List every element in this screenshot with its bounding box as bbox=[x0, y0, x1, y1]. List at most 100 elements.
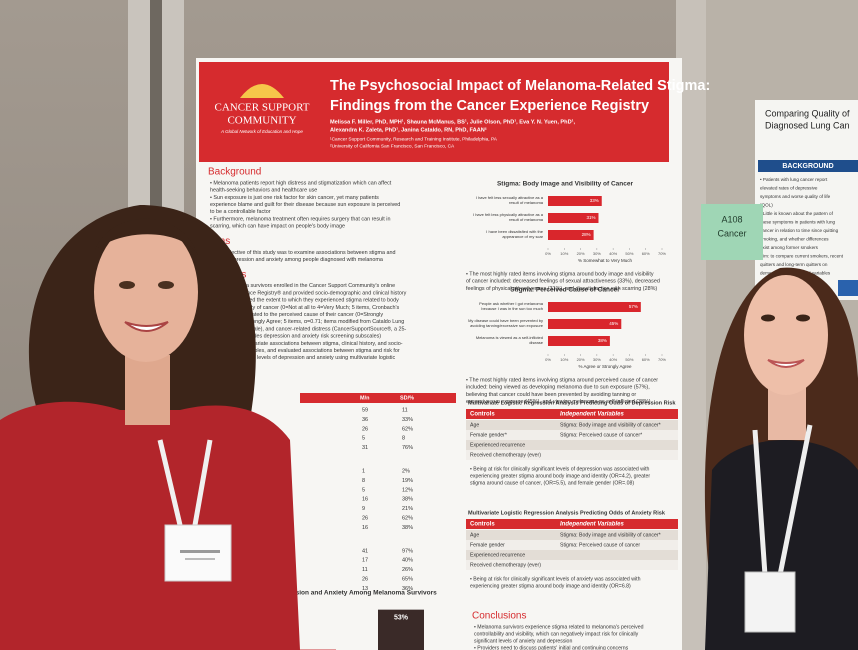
table-cell: Stigma: Body image and visibility of can… bbox=[560, 422, 661, 428]
side-poster-title: Diagnosed Lung Can bbox=[765, 120, 850, 130]
stats-cell: 17 bbox=[362, 558, 368, 564]
stats-cell: 41 bbox=[362, 548, 368, 554]
affiliation: ²University of California San Francisco,… bbox=[330, 143, 455, 149]
stats-cell: 5 bbox=[362, 436, 365, 442]
stats-cell: 38% bbox=[402, 497, 413, 503]
x-tick-label: 40% bbox=[609, 251, 617, 256]
stats-cell: 26 bbox=[362, 515, 368, 521]
x-tick-label: 20% bbox=[577, 357, 585, 362]
stats-cell: 11 bbox=[362, 567, 368, 573]
x-tick-label: 30% bbox=[593, 251, 601, 256]
bar bbox=[548, 213, 599, 223]
stats-cell: 12% bbox=[402, 487, 413, 493]
bar-label: avoiding tanning/excessive sun exposure bbox=[470, 323, 544, 328]
lanyard bbox=[752, 424, 813, 576]
section-text: • The objective of this study was to exa… bbox=[210, 250, 395, 256]
stats-cell: 26 bbox=[362, 576, 368, 582]
section-text: risk for depression and anxiety among pe… bbox=[210, 257, 383, 263]
x-tick-label: 70% bbox=[658, 251, 666, 256]
bar bbox=[548, 230, 594, 240]
x-tick-label: 70% bbox=[658, 357, 666, 362]
stats-cell: 31 bbox=[362, 445, 368, 451]
authors: Alexandra K. Zaleta, PhD¹, Janina Catald… bbox=[330, 126, 487, 133]
stats-cell: 59 bbox=[362, 407, 368, 413]
section-text: • Sun exposure is just one risk factor f… bbox=[210, 195, 379, 201]
section-text: clinically significant levels of depress… bbox=[210, 355, 395, 361]
section-text: Cancer Stigma Scale), and cancer-related… bbox=[210, 325, 407, 332]
table-cell: Age bbox=[470, 532, 479, 538]
side-poster-text: symptoms and worse quality of life bbox=[760, 194, 831, 199]
table-header: Independent Variables bbox=[560, 522, 624, 528]
table-header-bar bbox=[466, 519, 678, 529]
chart-note: of cancer included: decreased feelings o… bbox=[466, 279, 660, 285]
eye bbox=[796, 314, 810, 322]
section-text: image and visibility of cancer (0=Not at… bbox=[210, 305, 399, 311]
bar-value-label: 33% bbox=[590, 198, 599, 203]
bar bbox=[548, 302, 641, 312]
bar-value-label: 31% bbox=[586, 215, 595, 220]
fringe bbox=[95, 218, 198, 255]
table-row bbox=[466, 560, 678, 570]
badge-text-line bbox=[185, 558, 215, 560]
stats-cell: 26% bbox=[402, 567, 413, 573]
section-text: • Participants rated the extent to which… bbox=[210, 298, 399, 304]
chart-note: feelings of physical attractiveness (31%… bbox=[466, 286, 657, 292]
authors: Melissa F. Miller, PhD, MPH¹, Shauna McM… bbox=[330, 118, 575, 125]
table-row bbox=[466, 530, 678, 540]
stats-cell: 11 bbox=[402, 407, 408, 413]
stats-cell: 13 bbox=[362, 586, 368, 592]
smile bbox=[767, 359, 805, 368]
logo-tagline: A Global Network of Education and Hope bbox=[220, 129, 303, 134]
table-note: • Being at risk for clinically significa… bbox=[470, 466, 650, 472]
table-title: Multivariate Logistic Regression Analysi… bbox=[468, 400, 676, 406]
smile bbox=[124, 321, 169, 332]
bar-label: People ask whether I got melanoma bbox=[479, 301, 544, 306]
bar-label: I have felt less sexually attractive as … bbox=[476, 195, 544, 200]
face bbox=[94, 222, 198, 362]
stats-cell: 62% bbox=[402, 515, 413, 521]
bar-label: result of melanoma bbox=[509, 217, 544, 222]
side-poster-text: these symptoms in patients with lung bbox=[760, 220, 836, 225]
bar-label: appearance of my scar bbox=[502, 234, 543, 239]
poster-title: The Psychosocial Impact of Melanoma-Rela… bbox=[330, 78, 710, 94]
section-text: significant levels of anxiety and depres… bbox=[474, 638, 572, 644]
table-row bbox=[466, 440, 678, 450]
bar-label: I have felt less physically attractive a… bbox=[473, 212, 544, 217]
bar-value-label: 45% bbox=[609, 321, 618, 326]
table-cell: Received chemotherapy (ever) bbox=[470, 562, 541, 568]
stats-cell: 21% bbox=[402, 506, 413, 512]
stats-header-bar bbox=[300, 393, 456, 403]
stats-cell: 2% bbox=[402, 468, 410, 474]
table-header: Controls bbox=[470, 522, 495, 528]
table-cell: Experienced recurrence bbox=[470, 442, 525, 448]
x-tick-label: 50% bbox=[625, 251, 633, 256]
neck bbox=[125, 355, 170, 425]
side-poster-heading: BACKGROUND bbox=[782, 163, 833, 170]
table-row bbox=[466, 420, 678, 430]
stats-cell: 36 bbox=[362, 417, 368, 423]
bar-value-label: 28% bbox=[582, 232, 591, 237]
section-text: • Furthermore, melanoma treatment often … bbox=[210, 216, 390, 222]
stats-cell: 65% bbox=[402, 576, 413, 582]
section-heading: Background bbox=[208, 167, 261, 178]
table-row bbox=[466, 430, 678, 440]
logo-text: COMMUNITY bbox=[227, 115, 296, 127]
table-header: Independent Variables bbox=[560, 412, 624, 418]
section-text: controllability and visibility, which ca… bbox=[474, 631, 639, 637]
poster-header bbox=[199, 62, 669, 162]
stats-cell: 8 bbox=[402, 436, 405, 442]
section-text: to be a controllable factor bbox=[210, 209, 271, 215]
section-text: health-seeking behaviors and healthcare … bbox=[210, 188, 317, 194]
stats-cell: 62% bbox=[402, 426, 413, 432]
table-title: Multivariate Logistic Regression Analysi… bbox=[468, 510, 666, 516]
section-text: α=.91), stigma related to the perceived … bbox=[210, 312, 383, 318]
person-right bbox=[704, 267, 858, 650]
bar bbox=[548, 319, 622, 329]
person-left bbox=[0, 205, 300, 650]
axis-label: % Agree or Strongly Agree bbox=[578, 364, 632, 369]
section-text: Cancer Experience Registry® and provided… bbox=[210, 289, 407, 296]
chart-note: excessive sun exposure (45%), and viewin… bbox=[466, 399, 651, 405]
chart-title: Stigma: Perceived Cause of Cancer bbox=[510, 287, 620, 294]
bar-value-label: 38% bbox=[598, 338, 607, 343]
eye bbox=[119, 281, 135, 289]
